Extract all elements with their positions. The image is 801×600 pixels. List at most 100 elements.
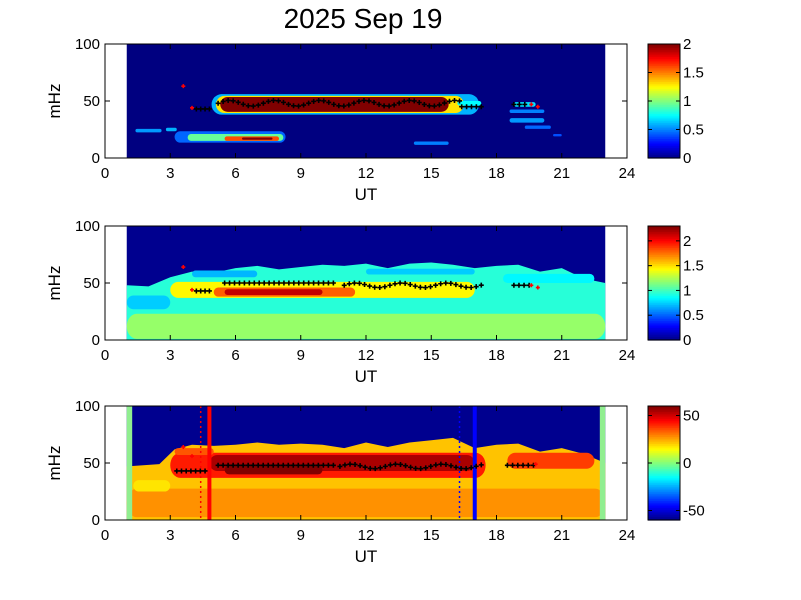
black-marker — [441, 100, 447, 106]
black-marker — [478, 282, 484, 288]
black-marker — [198, 106, 204, 112]
black-marker — [428, 284, 434, 290]
colorbar-segment — [648, 74, 680, 77]
colorbar-segment — [648, 511, 680, 514]
black-marker — [275, 462, 281, 468]
panel-1: 0 3 6 9 12 15 18 21 24 0 50 100 UT mHz 0 0.5 1 1.5 2 — [45, 36, 704, 204]
black-marker — [251, 280, 257, 286]
colorbar-segment — [648, 503, 680, 507]
black-marker — [341, 282, 347, 288]
black-marker — [516, 282, 522, 288]
black-marker — [261, 280, 267, 286]
colorbar-tick-label: 0 — [683, 332, 691, 349]
x-tick-label: 15 — [423, 165, 440, 182]
x-tick-label: 12 — [358, 165, 375, 182]
black-marker — [511, 101, 517, 107]
colorbar-segment — [648, 500, 680, 503]
black-marker — [174, 468, 180, 474]
colorbar-segment — [648, 118, 680, 122]
black-marker — [193, 106, 199, 112]
black-marker — [286, 280, 292, 286]
spectrogram-feature — [553, 134, 562, 137]
black-marker — [408, 464, 414, 470]
colorbar-segment — [648, 432, 680, 436]
colorbar-tick-label: 1 — [683, 282, 691, 299]
colorbar-segment — [648, 47, 680, 50]
y-tick-label: 50 — [83, 93, 100, 110]
colorbar-segment — [648, 238, 680, 241]
black-marker — [331, 101, 337, 107]
colorbar-segment — [648, 420, 680, 423]
black-marker — [367, 283, 373, 289]
y-tick-label: 50 — [83, 455, 100, 472]
black-marker — [478, 462, 484, 468]
black-marker — [522, 101, 528, 107]
x-tick-label: 0 — [101, 347, 109, 364]
black-marker — [300, 462, 306, 468]
red-marker — [535, 104, 540, 109]
colorbar-segment — [648, 418, 680, 421]
colorbar-segment — [648, 70, 680, 74]
black-marker — [222, 280, 228, 286]
colorbar-segment — [648, 454, 680, 457]
colorbar-segment — [648, 108, 680, 111]
spectrogram-feature — [224, 289, 323, 295]
plot-area — [105, 44, 627, 158]
x-tick-label: 21 — [553, 165, 570, 182]
black-marker — [459, 104, 465, 110]
black-marker — [351, 100, 357, 106]
colorbar-segment — [648, 252, 680, 256]
colorbar-segment — [648, 111, 680, 115]
colorbar-segment — [648, 505, 680, 509]
colorbar-segment — [648, 268, 680, 272]
colorbar-segment — [648, 320, 680, 323]
colorbar-segment — [648, 461, 680, 464]
black-marker — [451, 97, 457, 103]
spectrogram-feature — [192, 270, 258, 278]
colorbar-segment — [648, 479, 680, 482]
black-marker — [215, 100, 221, 106]
colorbar-segment — [648, 313, 680, 316]
x-tick-label: 0 — [101, 165, 109, 182]
colorbar-segment — [648, 274, 680, 277]
colorbar-segment — [648, 231, 680, 234]
colorbar-segment — [648, 329, 680, 332]
colorbar-segment — [648, 438, 680, 441]
colorbar-segment — [648, 315, 680, 318]
black-marker — [457, 98, 463, 104]
colorbar-segment — [648, 272, 680, 275]
x-tick-label: 3 — [166, 527, 174, 544]
colorbar-segment — [648, 49, 680, 52]
black-marker — [320, 280, 326, 286]
colorbar-segment — [648, 334, 680, 338]
colorbar-segment — [648, 406, 680, 409]
colorbar-segment — [648, 470, 680, 473]
black-marker — [458, 283, 464, 289]
x-axis-label: UT — [355, 367, 378, 386]
black-marker — [341, 103, 347, 109]
x-tick-label: 15 — [423, 347, 440, 364]
black-marker — [412, 283, 418, 289]
black-marker — [305, 462, 311, 468]
spectrogram-feature — [126, 488, 606, 518]
black-marker — [433, 462, 439, 468]
colorbar-segment — [648, 99, 680, 102]
colorbar-segment — [648, 245, 680, 248]
black-marker — [342, 462, 348, 468]
colorbar-segment — [648, 331, 680, 334]
colorbar-segment — [648, 227, 680, 231]
black-marker — [220, 98, 226, 104]
colorbar-segment — [648, 250, 680, 254]
colorbar-segment — [648, 125, 680, 129]
colorbar-tick-label: 1 — [683, 93, 691, 110]
colorbar-segment — [648, 283, 680, 286]
black-marker — [240, 101, 246, 107]
x-axis-label: UT — [355, 185, 378, 204]
black-marker — [448, 280, 454, 286]
black-marker — [464, 104, 470, 110]
black-marker — [235, 462, 241, 468]
black-marker — [245, 462, 251, 468]
colorbar-segment — [648, 234, 680, 238]
colorbar-segment — [648, 141, 680, 145]
colorbar-segment — [648, 509, 680, 512]
